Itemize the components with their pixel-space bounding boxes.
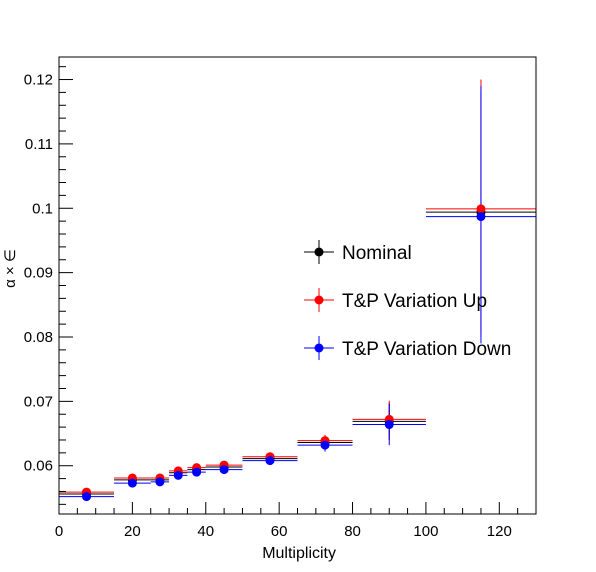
markers-t-p-variation-down	[82, 212, 486, 502]
y-tick-label: 0.06	[24, 458, 53, 475]
x-tick-label: 20	[124, 523, 141, 540]
y-tick-label: 0.1	[32, 200, 53, 217]
legend-label: Nominal	[342, 243, 412, 264]
x-tick-label: 0	[55, 523, 63, 540]
data-point	[82, 492, 92, 502]
y-tick-label: 0.08	[24, 329, 53, 346]
data-point	[476, 212, 486, 222]
y-tick-label: 0.12	[24, 72, 53, 89]
data-point	[173, 470, 183, 480]
x-tick-label: 80	[344, 523, 361, 540]
legend-marker	[314, 247, 324, 257]
data-point	[265, 456, 275, 466]
y-axis-title: α × ∈	[2, 249, 19, 288]
x-axis: 0 20 40 60 80 100 120	[55, 502, 537, 540]
x-tick-label: 100	[413, 523, 438, 540]
data-point	[127, 478, 137, 488]
plot-layer	[59, 79, 536, 502]
x-tick-label: 60	[271, 523, 288, 540]
legend-label: T&P Variation Down	[342, 339, 511, 360]
y-tick-label: 0.11	[25, 136, 53, 153]
y-tick-label: 0.09	[24, 265, 53, 282]
y-tick-label: 0.07	[24, 393, 53, 410]
y-axis: 0.06 0.07 0.08 0.09 0.1 0.11 0.12	[24, 66, 73, 505]
x-tick-label: 120	[487, 523, 512, 540]
x-axis-title: Multiplicity	[262, 545, 336, 562]
legend-label: T&P Variation Up	[342, 291, 487, 312]
data-point	[384, 420, 394, 430]
data-point	[219, 465, 229, 475]
data-point	[192, 467, 202, 477]
legend: Nominal T&P Variation Up T&P Variation Dow…	[304, 240, 511, 360]
legend-marker	[314, 295, 324, 305]
x-tick-label: 40	[197, 523, 214, 540]
data-point	[476, 204, 486, 214]
data-point	[320, 440, 330, 450]
data-point	[155, 477, 165, 487]
legend-marker	[314, 343, 324, 353]
